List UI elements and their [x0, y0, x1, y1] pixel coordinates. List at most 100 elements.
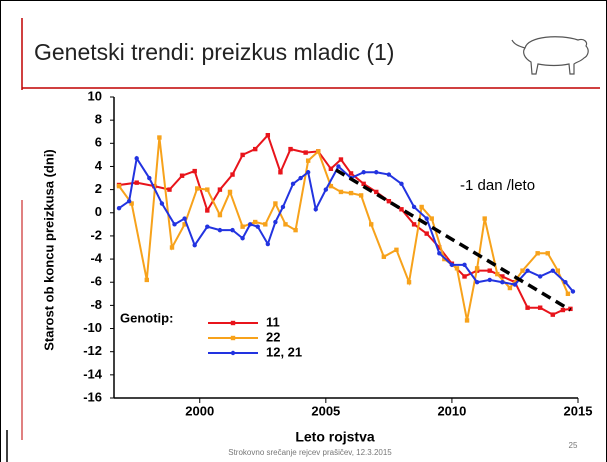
- x-tick-label: 2000: [185, 403, 214, 418]
- data-point: [217, 227, 223, 233]
- pig-icon: [511, 36, 589, 75]
- data-point: [369, 222, 374, 227]
- data-point: [348, 190, 354, 196]
- data-point: [429, 216, 434, 221]
- data-point: [278, 170, 283, 175]
- data-point: [338, 189, 344, 195]
- data-point: [474, 280, 480, 285]
- data-point: [381, 254, 387, 259]
- data-point: [555, 268, 561, 273]
- legend-label: 12, 21: [266, 344, 302, 359]
- trend-line: [335, 168, 572, 312]
- data-point: [283, 222, 288, 227]
- data-point: [462, 262, 467, 268]
- data-point: [374, 189, 379, 195]
- y-tick-label: -16: [83, 389, 102, 404]
- data-point: [172, 222, 177, 227]
- data-point: [386, 172, 392, 177]
- y-tick-label: -10: [83, 320, 102, 335]
- data-point: [525, 305, 530, 310]
- data-point: [406, 280, 412, 285]
- data-point: [253, 219, 258, 225]
- data-point: [399, 181, 404, 187]
- y-tick-label: -12: [83, 343, 102, 358]
- legend-label: 22: [266, 329, 280, 344]
- data-point: [255, 224, 260, 229]
- y-tick-label: -6: [90, 274, 102, 289]
- data-point: [474, 266, 480, 271]
- data-point: [520, 268, 525, 273]
- footer: Strokovno srečanje rejcev prašičev, 12.3…: [228, 448, 392, 457]
- data-point: [411, 204, 417, 210]
- y-tick-label: -8: [90, 297, 102, 312]
- data-point: [253, 146, 258, 152]
- data-point: [358, 193, 364, 198]
- y-tick-label: 10: [88, 88, 102, 103]
- data-point: [205, 187, 210, 192]
- data-point: [195, 186, 200, 191]
- data-point: [157, 135, 162, 140]
- data-point: [205, 208, 210, 213]
- data-point: [265, 241, 271, 247]
- legend-title: Genotip:: [120, 310, 173, 325]
- data-point: [240, 236, 245, 241]
- x-axis-label: Leto rojstva: [295, 429, 375, 445]
- data-point: [394, 247, 399, 253]
- y-tick-label: -2: [90, 227, 102, 242]
- data-point: [230, 227, 235, 233]
- data-point: [411, 222, 417, 227]
- data-point: [316, 149, 321, 154]
- data-point: [328, 183, 334, 189]
- data-point: [512, 282, 518, 287]
- data-point: [487, 268, 492, 273]
- data-point: [240, 224, 245, 229]
- y-tick-label: 2: [95, 181, 102, 196]
- y-tick-label: -14: [83, 366, 103, 381]
- data-point: [144, 277, 149, 283]
- data-point: [265, 133, 271, 138]
- y-axis-label: Starost ob koncu preizkusa (dni): [41, 149, 56, 351]
- data-point: [240, 152, 245, 158]
- data-point: [192, 168, 197, 174]
- data-point: [182, 216, 187, 221]
- data-point: [454, 266, 460, 271]
- data-point: [182, 222, 187, 227]
- data-point: [217, 212, 223, 218]
- data-point: [374, 170, 379, 175]
- data-point: [288, 146, 293, 152]
- data-point: [217, 187, 223, 192]
- data-point: [336, 164, 341, 169]
- page-number: 25: [569, 441, 578, 450]
- data-point: [263, 222, 268, 227]
- data-point: [298, 175, 303, 181]
- data-point: [305, 158, 311, 163]
- y-tick-label: 6: [95, 135, 102, 150]
- data-point: [462, 274, 467, 279]
- legend-label: 11: [266, 314, 280, 329]
- data-point: [167, 187, 172, 192]
- data-point: [500, 280, 505, 285]
- data-point: [273, 201, 278, 206]
- x-tick-label: 2015: [564, 403, 593, 418]
- data-point: [280, 204, 286, 210]
- data-point: [116, 205, 122, 211]
- data-point: [537, 274, 543, 279]
- data-point: [482, 216, 487, 221]
- data-point: [126, 198, 132, 204]
- x-tick-label: 2010: [437, 403, 466, 418]
- legend-marker: [230, 335, 236, 341]
- data-point: [449, 262, 455, 268]
- data-point: [192, 242, 197, 248]
- legend-marker: [230, 350, 236, 356]
- data-point: [247, 222, 253, 227]
- data-point: [537, 305, 543, 310]
- data-point: [134, 180, 139, 185]
- data-point: [535, 251, 540, 256]
- y-tick-label: -4: [90, 251, 102, 266]
- y-tick-label: 8: [95, 112, 102, 127]
- data-point: [386, 198, 392, 204]
- data-point: [399, 207, 404, 212]
- data-point: [129, 201, 134, 206]
- data-point: [313, 207, 318, 212]
